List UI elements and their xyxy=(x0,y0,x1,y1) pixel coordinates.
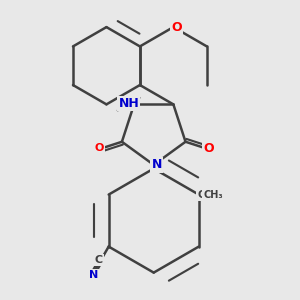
Text: NH: NH xyxy=(118,97,139,110)
Text: N: N xyxy=(152,158,162,171)
Text: CH₃: CH₃ xyxy=(203,190,223,200)
Text: CH₃: CH₃ xyxy=(197,190,218,200)
Text: O: O xyxy=(94,143,104,153)
Text: O: O xyxy=(171,21,182,34)
Text: O: O xyxy=(203,142,214,155)
Text: N: N xyxy=(89,270,98,280)
Text: C: C xyxy=(95,255,103,265)
